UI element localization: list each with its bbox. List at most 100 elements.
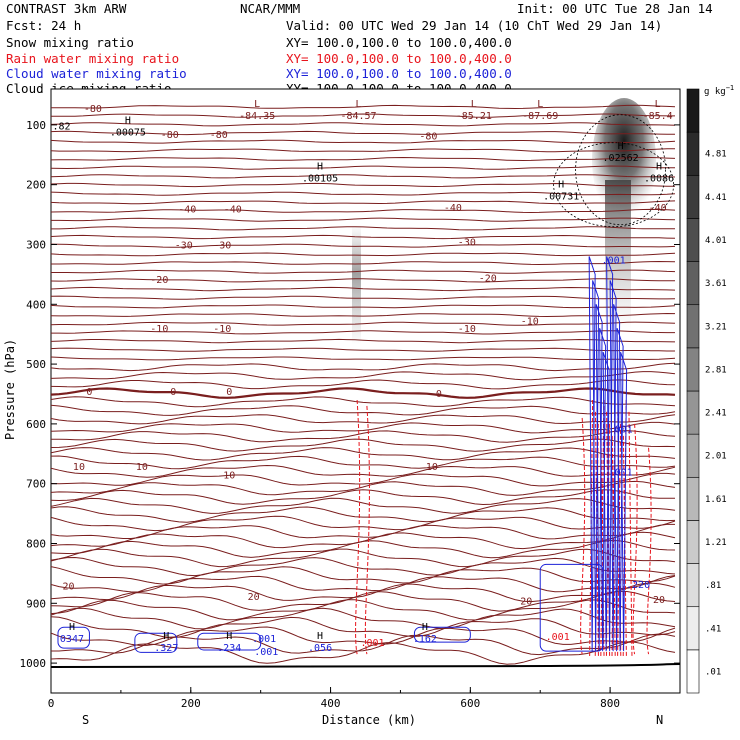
isotherm-line [51,330,675,335]
rain-contour-line [632,423,638,655]
x-axis-title: Distance (km) [322,713,416,727]
isotherm-label: -80 [210,130,228,141]
isotherm-label: 10 [426,462,438,473]
isotherm-label: 20 [653,595,665,606]
isotherm-line [51,338,676,344]
colorbar-cell [686,649,700,694]
isotherm-line [51,404,676,416]
extremum-value: -84.57 [340,111,376,122]
colorbar-cell [686,476,700,521]
extremum-letter: H [69,622,75,633]
extremum-value: .327 [154,643,178,654]
valid-time: Valid: 00 UTC Wed 29 Jan 14 (10 ChT Wed … [286,18,662,33]
y-tick-label: 800 [26,537,46,550]
x-tick-label: 0 [48,697,55,710]
freezing-level-line [51,387,676,399]
axes: 0 200 400 600 800100200300400500600700800900… [20,119,681,710]
isotherm-label: -30 [458,237,476,248]
colorbar-cell [686,563,700,608]
isotherm-line [51,616,676,639]
extremum-letter: H [422,622,428,633]
extremum-value: -85.21 [456,111,492,122]
x-tick-label: 200 [181,697,201,710]
isotherm-line [51,379,676,390]
isotherm-label: -80 [161,130,179,141]
isotherm-line [51,226,676,231]
rain-contour-line [580,417,586,655]
isotherm-line [51,548,676,568]
isotherm-label: 0 [86,387,92,398]
y-tick-label: 300 [26,238,46,251]
colorbar-label: 3.21 [705,322,727,332]
isotherm-label: -20 [479,273,497,284]
y-tick-label: 900 [26,597,46,610]
isotherm-line [51,455,676,470]
y-tick-label: 100 [26,119,46,132]
isotherm-line [51,497,676,514]
extremum-letter: H [618,141,624,152]
isotherm-line [51,165,675,170]
extremum-value: -85.4 [643,111,673,122]
isotherm-label: 10 [73,462,85,473]
forecast-hour: Fcst: 24 h [6,18,81,33]
isotherm-line [51,321,676,326]
isotherm-label: 10 [223,471,235,482]
isotherm-line [51,480,676,496]
isotherm-line [51,371,676,381]
cloud-water-label: .001 [602,255,626,266]
colorbar-label: 1.21 [705,538,727,548]
isotherm-line [51,556,676,577]
colorbar-label: 4.81 [705,150,727,160]
extremum-value: .00731 [543,192,579,203]
isotherm-label: 20 [520,596,532,607]
colorbar-cell [686,88,700,133]
extremum-letter: L [355,99,361,110]
isotherm-line [51,590,676,612]
isotherm-line [51,200,676,205]
isotherm-line [51,269,676,274]
colorbar-label: 2.81 [705,365,727,375]
isotherm-label: 0 [436,389,442,400]
colorbar-label: .01 [705,667,721,677]
y-tick-label: 400 [26,298,46,311]
x-tick-label: 600 [460,697,480,710]
extremum-letter: H [317,162,323,173]
x-axis-right-end: N [656,713,663,727]
isotherm-line [51,523,675,540]
colorbar-label: 3.61 [705,279,727,289]
rain-contour-line [628,411,633,658]
cloud-water-label: .001 [609,425,633,436]
contour-labels: -80 -80 -80 -80 -40 -40 -40 -40 -30 -30 -30 -20 -20 -… [52,99,674,658]
colorbar-label: 2.01 [705,452,727,462]
isotherm-line [51,582,676,603]
extremum-value: .82 [52,122,70,133]
isotherm-line [51,447,676,461]
isotherm-label: -10 [150,324,168,335]
cloud-water-contour-line [620,351,628,652]
x-tick-label: 400 [321,697,341,710]
isotherm-line [51,278,675,283]
extremum-value: .234 [217,643,241,654]
cloud-water-contour-line [413,626,471,643]
extremum-letter: L [655,99,661,110]
isotherm-line [51,489,675,506]
isotherm-line [51,472,676,487]
isotherm-line [51,304,676,309]
colorbar-cell [686,304,700,349]
isotherm-line [51,295,676,300]
isotherm-label: -20 [150,275,168,286]
field-snow-label: Snow mixing ratio [6,35,134,50]
cloud-water-label: .001 [252,634,276,645]
isotherm-line [51,191,676,196]
isotherm-line [51,633,676,656]
extremum-letter: H [656,162,662,173]
isotherm-label: -40 [224,205,242,216]
isotherm-line [51,506,676,523]
extremum-letter: H [558,180,564,191]
extremum-letter: H [163,631,169,642]
extremum-letter: L [537,99,543,110]
isotherm-line [51,182,676,188]
isotherm-line [51,104,676,110]
isotherm-line [51,464,676,478]
isotherm-line [51,347,675,352]
